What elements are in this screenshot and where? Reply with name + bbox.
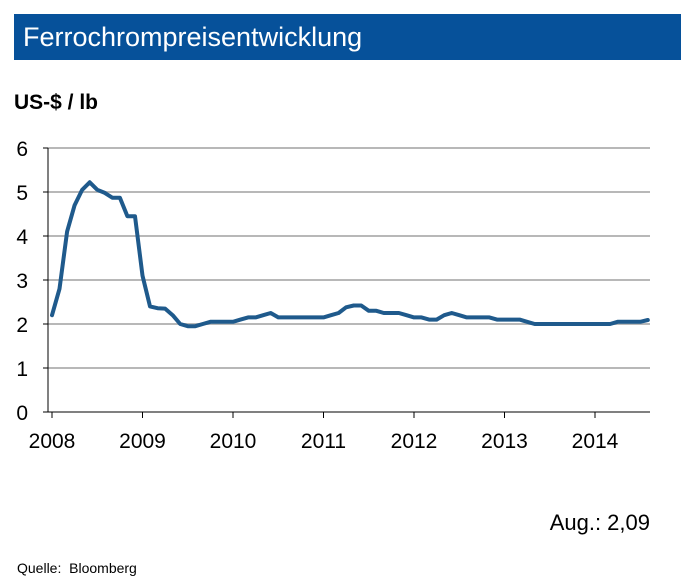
x-tick-label: 2009 <box>119 430 166 453</box>
x-tick-label: 2008 <box>29 430 76 453</box>
y-tick-label: 4 <box>16 226 28 249</box>
chart-title: Ferrochrompreisentwicklung <box>23 22 363 52</box>
y-axis-unit-label: US-$ / lb <box>14 91 99 114</box>
y-tick-label: 3 <box>16 270 28 293</box>
x-tick-label: 2013 <box>481 430 528 453</box>
x-tick-label: 2011 <box>301 430 346 453</box>
source-note: Quelle: Bloomberg <box>17 560 137 576</box>
chart-title-bar: Ferrochrompreisentwicklung <box>14 14 681 60</box>
x-tick-label: 2012 <box>391 430 438 453</box>
price-series-line <box>50 180 650 329</box>
y-tick-label: 6 <box>16 138 28 161</box>
y-tick-label: 0 <box>16 402 28 425</box>
y-tick-label: 5 <box>16 182 28 205</box>
y-tick-label: 1 <box>16 358 28 381</box>
y-tick-label: 2 <box>16 314 28 337</box>
x-tick-label: 2014 <box>572 430 619 453</box>
x-tick-label: 2010 <box>210 430 257 453</box>
latest-value-note: Aug.: 2,09 <box>549 510 650 535</box>
source-label: Quelle: <box>17 560 62 576</box>
source-name: Bloomberg <box>69 560 137 576</box>
